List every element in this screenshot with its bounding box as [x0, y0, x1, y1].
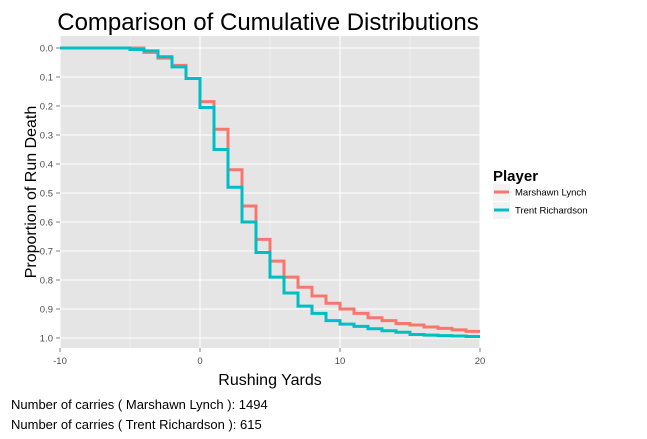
chart-title: Comparison of Cumulative Distributions	[57, 9, 479, 36]
series-layer	[60, 46, 480, 339]
grid-minor	[129, 36, 411, 348]
lynch-carries-note: Number of carries ( Marshawn Lynch ): 14…	[11, 397, 268, 412]
y-tick-label: 0.7	[40, 247, 53, 258]
richardson-carries-note: Number of carries ( Trent Richardson ): …	[11, 417, 262, 432]
x-axis: -10 0 10 20	[53, 348, 485, 367]
y-tick-label: 0.9	[40, 305, 53, 316]
y-tick-label: 0.8	[40, 276, 53, 287]
x-tick-label: 10	[335, 356, 346, 367]
x-tick-label: 0	[197, 356, 202, 367]
y-tick-label: 0.5	[40, 189, 53, 200]
legend-label: Trent Richardson	[515, 206, 588, 217]
y-tick-label: 0.4	[40, 160, 53, 171]
y-axis: 0.0 0.1 0.2 0.3 0.4 0.5 0.6 0.7 0.8 0.9 1.0	[40, 44, 60, 345]
y-axis-label: Proportion of Run Death	[23, 106, 40, 279]
y-tick-label: 0.3	[40, 131, 53, 142]
y-tick-label: 0.2	[40, 102, 53, 113]
legend-label: Marshawn Lynch	[515, 188, 586, 199]
x-tick-label: 20	[475, 356, 486, 367]
y-tick-label: 0.6	[40, 218, 53, 229]
x-axis-label: Rushing Yards	[218, 372, 321, 389]
series-line-richardson	[60, 46, 480, 339]
x-tick-label: -10	[53, 356, 67, 367]
y-tick-label: 1.0	[40, 334, 53, 345]
legend: Player Marshawn Lynch Trent Richardson	[493, 168, 588, 219]
y-tick-label: 0.0	[40, 44, 53, 55]
y-tick-label: 0.1	[40, 73, 53, 84]
cdf-chart: Comparison of Cumulative Distributions 0…	[23, 9, 588, 389]
legend-title: Player	[493, 168, 538, 185]
